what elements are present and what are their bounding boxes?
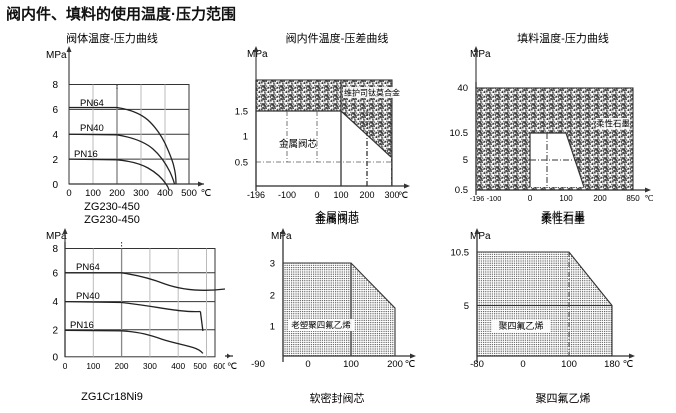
svg-text:400: 400 xyxy=(157,188,173,199)
svg-text:PN64: PN64 xyxy=(80,98,104,109)
svg-text:180: 180 xyxy=(604,359,620,370)
svg-text:软密封阀芯: 软密封阀芯 xyxy=(310,391,365,405)
svg-text:金属阀芯: 金属阀芯 xyxy=(315,212,359,226)
svg-text:200: 200 xyxy=(359,190,374,200)
svg-text:10.5: 10.5 xyxy=(451,248,470,259)
svg-text:MPa: MPa xyxy=(470,49,491,60)
svg-text:1.5: 1.5 xyxy=(235,107,248,118)
svg-text:300: 300 xyxy=(143,361,157,371)
svg-text:400: 400 xyxy=(171,361,185,371)
svg-text:ZG230-450: ZG230-450 xyxy=(84,214,140,226)
svg-text:100: 100 xyxy=(85,188,101,199)
svg-text:ZG230-450: ZG230-450 xyxy=(84,201,140,212)
svg-text:柔性石墨: 柔性石墨 xyxy=(541,212,585,226)
svg-text:5: 5 xyxy=(463,155,468,166)
svg-text:0: 0 xyxy=(63,361,68,371)
svg-text:0: 0 xyxy=(528,194,533,203)
svg-text:ZG1Cr18Ni9: ZG1Cr18Ni9 xyxy=(81,391,143,403)
svg-text:PN64: PN64 xyxy=(76,262,100,273)
svg-text:100: 100 xyxy=(86,361,100,371)
svg-text:MPa: MPa xyxy=(46,50,67,61)
svg-text:1: 1 xyxy=(243,132,248,143)
svg-text:金属阀芯: 金属阀芯 xyxy=(279,138,318,150)
svg-text:8: 8 xyxy=(52,244,58,255)
svg-text:500: 500 xyxy=(181,188,197,199)
svg-text:100: 100 xyxy=(561,359,577,370)
svg-text:填料温度-压力曲线: 填料温度-压力曲线 xyxy=(517,31,609,45)
svg-text:2: 2 xyxy=(52,326,58,337)
svg-text:℃: ℃ xyxy=(645,194,654,203)
svg-text:600: 600 xyxy=(213,362,225,371)
svg-text:100: 100 xyxy=(559,194,573,203)
svg-text:-100: -100 xyxy=(278,190,296,200)
svg-text:8: 8 xyxy=(52,80,58,91)
svg-text:柔性石墨: 柔性石墨 xyxy=(596,119,631,129)
svg-text:-80: -80 xyxy=(470,359,484,370)
svg-text:聚四氟乙烯: 聚四氟乙烯 xyxy=(498,320,543,331)
svg-text:1: 1 xyxy=(270,322,275,333)
svg-text:200: 200 xyxy=(115,361,129,371)
svg-text:850: 850 xyxy=(626,194,640,203)
svg-text:6: 6 xyxy=(52,105,58,116)
svg-text:维护司钛莫合金: 维护司钛莫合金 xyxy=(344,88,400,98)
svg-text:阀内件温度-压差曲线: 阀内件温度-压差曲线 xyxy=(286,31,389,45)
svg-text:200: 200 xyxy=(109,188,125,199)
svg-text:500: 500 xyxy=(193,362,207,371)
svg-text:MPa: MPa xyxy=(470,231,491,242)
svg-text:3: 3 xyxy=(270,259,275,270)
svg-text:PN16: PN16 xyxy=(74,149,98,160)
svg-text:40: 40 xyxy=(457,83,468,94)
svg-text:100: 100 xyxy=(343,359,359,370)
svg-text:100: 100 xyxy=(333,190,348,200)
svg-text:0: 0 xyxy=(52,353,58,364)
svg-text:℃: ℃ xyxy=(623,359,634,370)
svg-text:0: 0 xyxy=(520,359,525,370)
svg-text:-90: -90 xyxy=(251,359,265,370)
svg-text:℃: ℃ xyxy=(201,188,212,199)
svg-text:4: 4 xyxy=(52,297,58,308)
svg-text:0: 0 xyxy=(66,188,71,199)
svg-text:6: 6 xyxy=(52,269,58,280)
svg-text:阀体温度-压力曲线: 阀体温度-压力曲线 xyxy=(66,31,158,45)
svg-text:PN40: PN40 xyxy=(80,123,104,134)
svg-text:0: 0 xyxy=(305,359,310,370)
svg-text:200: 200 xyxy=(593,194,607,203)
svg-text:℃: ℃ xyxy=(227,361,237,371)
svg-text:PN16: PN16 xyxy=(70,320,94,331)
svg-text:℃: ℃ xyxy=(405,359,416,370)
svg-text:-196: -196 xyxy=(470,194,485,203)
svg-text:200: 200 xyxy=(387,359,403,370)
svg-text:4: 4 xyxy=(52,130,58,141)
svg-text:2: 2 xyxy=(52,155,58,166)
svg-text:PN40: PN40 xyxy=(76,291,100,302)
svg-text:聚四氟乙烯: 聚四氟乙烯 xyxy=(536,392,591,405)
svg-text:-196: -196 xyxy=(247,190,265,200)
svg-text:10.5: 10.5 xyxy=(450,128,468,139)
svg-text:老塑聚四氟乙烯: 老塑聚四氟乙烯 xyxy=(291,320,351,330)
svg-text:-100: -100 xyxy=(487,194,502,203)
svg-text:0: 0 xyxy=(52,180,58,191)
svg-text:2: 2 xyxy=(270,291,275,302)
svg-text:℃: ℃ xyxy=(398,190,408,200)
svg-text:0.5: 0.5 xyxy=(235,158,248,169)
svg-text:0: 0 xyxy=(314,190,319,200)
svg-text:5: 5 xyxy=(464,301,469,312)
svg-text:300: 300 xyxy=(133,188,149,199)
svg-text:0.5: 0.5 xyxy=(455,185,468,196)
